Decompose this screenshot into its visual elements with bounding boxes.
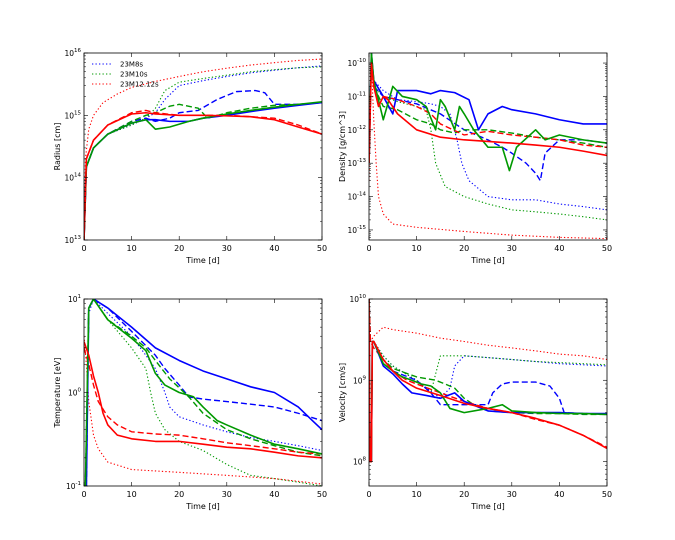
radius-x-tick-label: 0 <box>81 244 86 253</box>
temperature-x-tick-label: 30 <box>222 490 232 499</box>
temperature-series-23M12-12s-solid <box>84 341 322 459</box>
density-series-23M10s-solid <box>369 53 607 172</box>
velocity-y-tick-label: 108 <box>353 457 367 467</box>
radius-x-axis-label: Time [d] <box>185 256 219 265</box>
radius-y-tick-label: 1013 <box>64 235 81 245</box>
legend-label: 23M8s <box>120 61 143 69</box>
temperature-x-tick-label: 20 <box>174 490 184 499</box>
density-x-tick-label: 0 <box>366 244 371 253</box>
velocity-x-tick-label: 40 <box>554 490 564 499</box>
temperature-y-axis-label: Temperature [eV] <box>53 358 62 429</box>
velocity-x-tick-label: 50 <box>602 490 612 499</box>
panel-density: 0 10 20 30 40 50 10-15 10-14 10-13 10-12 10-11 10-1… <box>338 52 612 265</box>
velocity-x-tick-label: 30 <box>507 490 517 499</box>
velocity-y-tick-label: 109 <box>353 375 367 385</box>
radius-plot-area <box>84 53 322 240</box>
velocity-x-axis-label: Time [d] <box>470 502 504 511</box>
legend: 23M8s 23M10s 23M12.12s <box>92 61 159 89</box>
radius-series-23M12-12s-dotted <box>84 58 322 240</box>
density-series-23M12-12s-dotted <box>369 62 607 240</box>
temperature-y-tick-label: 10-1 <box>66 481 81 491</box>
density-axes-frame <box>368 52 608 241</box>
velocity-x-tick-label: 0 <box>366 490 371 499</box>
velocity-y-tick-label: 1010 <box>349 294 366 304</box>
density-series-group <box>369 53 607 240</box>
density-y-tick-label: 10-14 <box>347 192 366 202</box>
temperature-series-group <box>84 299 322 486</box>
velocity-x-tick-label: 20 <box>459 490 469 499</box>
density-series-23M12-12s-dashed <box>369 62 607 164</box>
temperature-series-23M10s-dashed <box>84 299 322 486</box>
density-y-tick-label: 10-12 <box>347 125 366 135</box>
legend-label: 23M10s <box>120 71 148 79</box>
density-x-tick-label: 20 <box>459 244 469 253</box>
velocity-y-axis-label: Velocity [cm/s] <box>338 363 347 422</box>
panel-radius: 0 10 20 30 40 50 1013 1014 1015 1016 Time [d] Radiu… <box>53 48 327 265</box>
density-y-tick-label: 10-13 <box>347 158 366 168</box>
temperature-series-23M12-12s-dashed <box>84 347 322 455</box>
temperature-x-tick-label: 40 <box>269 490 279 499</box>
panel-temperature: 0 10 20 30 40 50 10-1 100 101 Time [d] Temperature… <box>53 294 327 511</box>
radius-axes-frame <box>83 52 323 241</box>
density-x-axis-label: Time [d] <box>470 256 504 265</box>
radius-series-23M10s-solid <box>84 100 322 240</box>
radius-series-group <box>84 58 322 240</box>
temperature-x-tick-label: 10 <box>127 490 137 499</box>
density-y-tick-label: 10-15 <box>347 225 366 235</box>
radius-x-tick-label: 10 <box>127 244 137 253</box>
radius-x-tick-label: 20 <box>174 244 184 253</box>
temperature-x-axis-label: Time [d] <box>185 502 219 511</box>
radius-y-tick-label: 1015 <box>64 110 81 120</box>
temperature-series-23M10s-solid <box>84 299 322 486</box>
radius-y-tick-label: 1016 <box>64 48 81 58</box>
radius-x-tick-label: 30 <box>222 244 232 253</box>
velocity-series-group <box>369 299 607 463</box>
radius-x-tick-label: 50 <box>317 244 327 253</box>
panel-velocity: 0 10 20 30 40 50 108 109 1010 Time [d] Velocity [c… <box>338 294 612 511</box>
density-series-23M10s-dotted <box>369 53 607 221</box>
radius-series-23M12-12s-solid <box>84 111 322 240</box>
temperature-plot-area <box>84 299 322 486</box>
density-series-23M12-12s-solid <box>369 62 607 164</box>
temperature-y-tick-label: 101 <box>68 294 81 304</box>
density-x-tick-label: 50 <box>602 244 612 253</box>
radius-y-axis-label: Radius [cm] <box>53 123 62 171</box>
temperature-series-23M8s-solid <box>85 299 322 486</box>
velocity-x-tick-label: 10 <box>412 490 422 499</box>
radius-y-tick-label: 1014 <box>64 173 81 183</box>
temperature-x-tick-label: 50 <box>317 490 327 499</box>
velocity-plot-area <box>369 299 607 486</box>
legend-label: 23M12.12s <box>120 81 159 89</box>
density-y-axis-label: Density [g/cm^3] <box>338 111 347 182</box>
density-x-tick-label: 10 <box>412 244 422 253</box>
radius-x-tick-label: 40 <box>269 244 279 253</box>
temperature-x-tick-label: 0 <box>81 490 86 499</box>
velocity-series-23M12-12s-solid <box>369 299 607 463</box>
temperature-y-tick-label: 100 <box>68 388 82 398</box>
density-y-tick-label: 10-10 <box>347 58 366 68</box>
density-y-tick-label: 10-11 <box>347 91 366 101</box>
velocity-axes-frame <box>368 298 608 487</box>
density-x-tick-label: 40 <box>554 244 564 253</box>
radius-series-23M8s-dashed <box>84 89 322 240</box>
density-x-tick-label: 30 <box>507 244 517 253</box>
